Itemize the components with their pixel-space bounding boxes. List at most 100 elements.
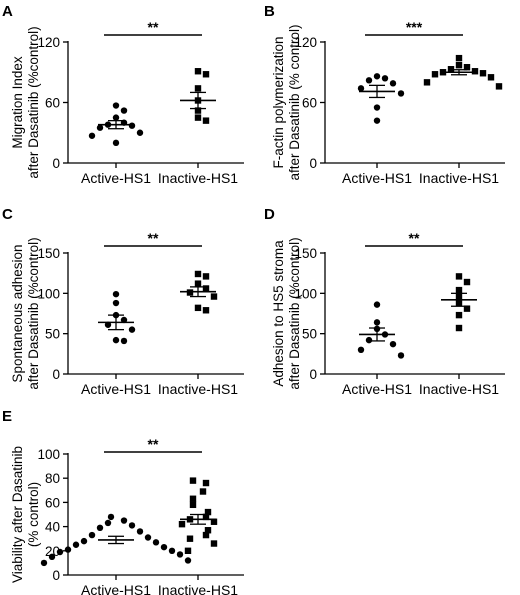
data-point [120, 107, 128, 114]
data-point [397, 90, 405, 97]
data-point [455, 61, 463, 69]
data-point [186, 535, 194, 542]
data-point [204, 527, 212, 534]
data-point [189, 495, 197, 502]
data-point [381, 75, 389, 82]
data-point [202, 117, 210, 124]
data-point [96, 524, 104, 532]
data-point [204, 508, 212, 516]
y-axis-label-line: after Dasatinib (% control) [287, 24, 302, 180]
data-point [455, 324, 463, 332]
data-point [463, 278, 471, 286]
data-point [88, 531, 96, 539]
panel-b: B F-actin polymerizationafter Dasatinib (… [264, 3, 505, 186]
data-point [202, 513, 210, 521]
data-point [107, 513, 115, 521]
y-tick-label: 0 [52, 156, 60, 171]
y-tick-label: 120 [294, 35, 317, 50]
data-point [64, 546, 72, 553]
panel-letter: C [2, 206, 13, 223]
x-category-label: Active-HS1 [81, 582, 151, 595]
data-point [128, 122, 136, 129]
data-point [455, 273, 463, 280]
data-point [431, 71, 439, 78]
data-point [186, 289, 194, 296]
x-category-label: Inactive-HS1 [419, 381, 499, 397]
x-category-label: Inactive-HS1 [419, 170, 499, 186]
y-tick-label: 60 [45, 495, 60, 510]
data-point [194, 304, 202, 312]
y-tick-label: 120 [37, 35, 60, 50]
data-point [463, 305, 471, 312]
data-point [210, 540, 218, 547]
data-point [202, 307, 210, 314]
panel-e: E Viability after Dasatinib(% control) 0 20… [2, 408, 244, 595]
significance-label: *** [406, 19, 423, 35]
y-tick-label: 20 [45, 544, 60, 559]
y-tick-label: 100 [294, 286, 317, 301]
data-point [194, 85, 202, 92]
y-tick-label: 150 [294, 246, 317, 261]
significance-label: ** [148, 19, 159, 35]
y-tick-label: 100 [37, 286, 60, 301]
data-point [72, 541, 80, 548]
y-axis-label-line: after Dasatinib (%control) [26, 26, 41, 178]
data-point [199, 488, 207, 495]
data-point [189, 477, 197, 484]
data-point [128, 522, 136, 529]
data-point [202, 285, 210, 292]
data-point [80, 537, 88, 545]
x-category-label: Active-HS1 [342, 381, 412, 397]
y-axis-label-line: after Dasatinib (%control) [287, 237, 302, 389]
y-tick-label: 50 [45, 327, 60, 342]
data-point [365, 77, 373, 84]
data-point [184, 547, 192, 554]
data-point [112, 299, 120, 307]
data-point [455, 311, 463, 319]
data-point [96, 124, 104, 131]
y-tick-label: 0 [309, 367, 317, 382]
data-point [168, 547, 176, 554]
significance-label: ** [409, 230, 420, 246]
data-point [104, 321, 112, 328]
panel-letter: A [2, 3, 13, 20]
x-category-label: Active-HS1 [81, 170, 151, 186]
data-point [104, 519, 112, 527]
y-tick-label: 60 [302, 96, 317, 111]
data-point [202, 479, 210, 487]
data-point [189, 501, 197, 509]
data-point [112, 102, 120, 109]
data-point [365, 336, 373, 344]
panel-d: D Adhesion to HS5 stromaafter Dasatinib (… [264, 206, 505, 397]
y-axis-label: Migration Indexafter Dasatinib (%control… [10, 26, 41, 178]
data-point [120, 517, 128, 524]
data-point [389, 80, 397, 87]
data-point [357, 346, 365, 353]
data-point [88, 132, 96, 139]
data-point [120, 337, 128, 345]
data-point [48, 553, 56, 561]
y-tick-label: 0 [52, 568, 60, 583]
data-point [373, 104, 381, 111]
data-point [56, 548, 64, 556]
data-point [136, 129, 144, 136]
data-point [176, 551, 184, 558]
data-point [112, 139, 120, 147]
data-point [152, 539, 160, 546]
data-point [357, 85, 365, 92]
data-point [463, 64, 471, 71]
y-axis-label-line: Migration Index [10, 56, 25, 149]
y-axis-label-line: Viability after Dasatinib [10, 446, 25, 583]
significance-label: ** [148, 436, 159, 452]
y-tick-label: 60 [45, 96, 60, 111]
data-point [194, 68, 202, 75]
x-category-label: Inactive-HS1 [158, 381, 238, 397]
data-point [202, 531, 210, 539]
y-axis-label-line: Spontaneous adhesion [10, 244, 25, 382]
panel-a: A Migration Indexafter Dasatinib (%contro… [2, 3, 244, 186]
panel-letter: B [264, 3, 275, 20]
y-tick-label: 0 [309, 156, 317, 171]
significance-label: ** [148, 230, 159, 246]
y-axis-label-line: Adhesion to HS5 stroma [271, 240, 286, 387]
